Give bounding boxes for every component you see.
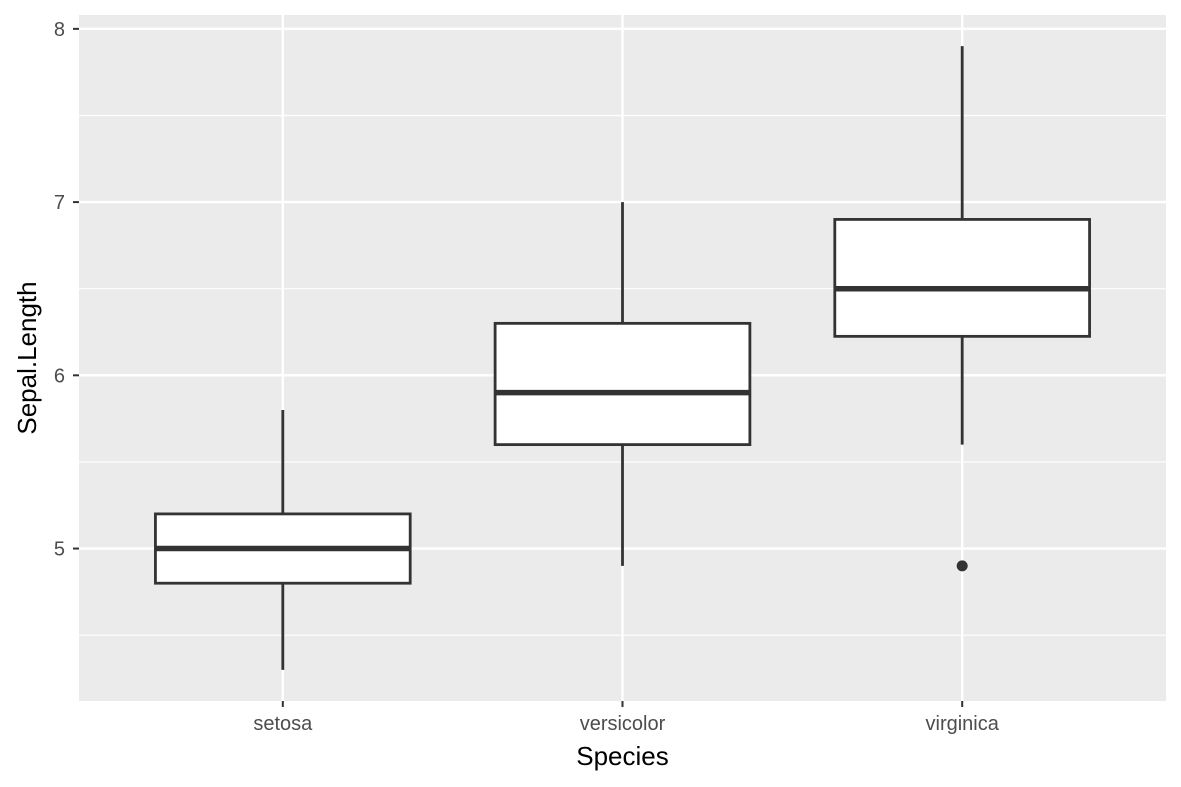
x-tick-label: virginica	[926, 713, 1000, 735]
y-tick-label: 5	[54, 539, 65, 561]
box-body	[833, 218, 1091, 338]
box-body	[493, 321, 752, 447]
x-axis-title: Species	[576, 741, 669, 771]
y-tick-label: 7	[54, 192, 65, 214]
box-versicolor	[493, 202, 752, 566]
x-tick-label: versicolor	[580, 713, 666, 735]
box-setosa	[154, 409, 412, 670]
box-virginica	[833, 46, 1091, 572]
x-axis: setosa versicolor virginica	[253, 701, 1000, 735]
boxes	[154, 46, 1091, 670]
outlier-point	[956, 560, 968, 572]
x-tick-label: setosa	[253, 713, 313, 735]
y-tick-label: 8	[54, 19, 65, 41]
y-tick-label: 6	[54, 365, 65, 387]
y-axis-title: Sepal.Length	[12, 281, 42, 434]
y-axis: 5 6 7 8	[54, 19, 79, 561]
